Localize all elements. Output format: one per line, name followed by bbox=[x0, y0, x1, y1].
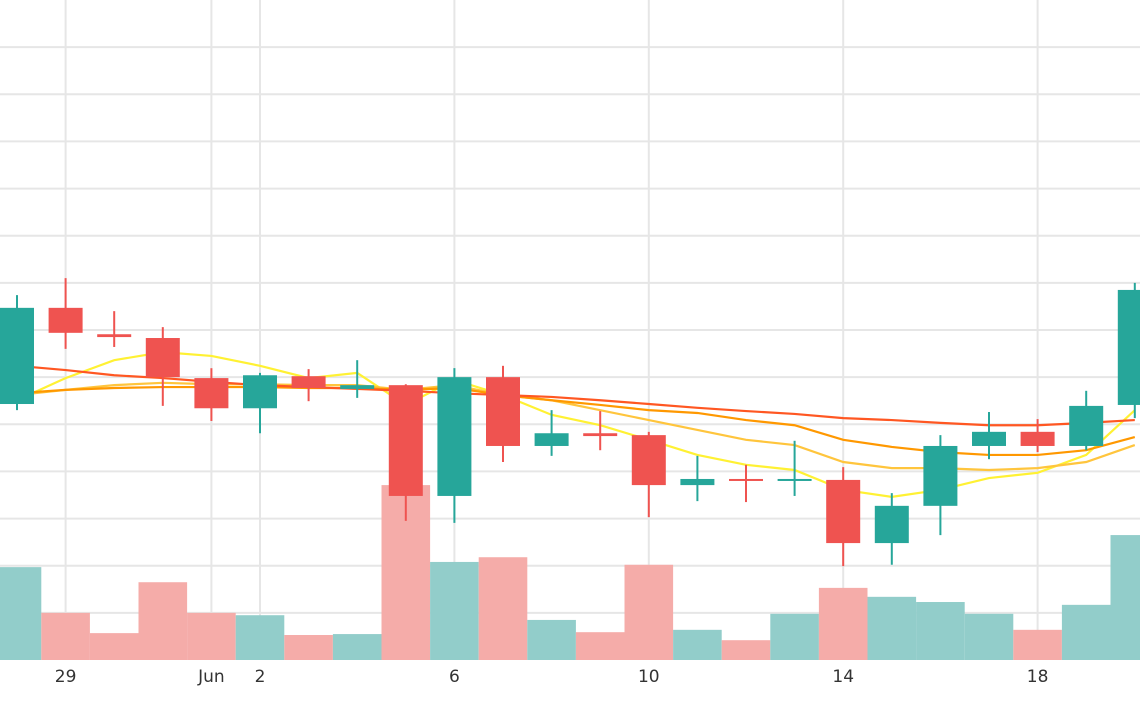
candle-body bbox=[583, 433, 618, 437]
candle-body bbox=[0, 307, 34, 405]
volume-bar bbox=[916, 602, 965, 660]
volume-bar bbox=[624, 564, 674, 660]
x-tick-label: Jun bbox=[197, 667, 225, 687]
moving-average bbox=[16, 381, 1136, 472]
volume-bar bbox=[1061, 604, 1111, 660]
volume-bar bbox=[235, 615, 285, 660]
volume-bar bbox=[0, 567, 42, 660]
volume-bar bbox=[964, 613, 1014, 660]
candle-body bbox=[437, 377, 472, 496]
volume-bar bbox=[89, 633, 139, 660]
x-tick-label: 2 bbox=[255, 667, 266, 687]
x-tick-label: 18 bbox=[1027, 667, 1049, 687]
candle-body bbox=[145, 338, 180, 378]
candle-body bbox=[97, 334, 132, 338]
candle-body bbox=[680, 478, 715, 486]
candle-body bbox=[48, 307, 83, 333]
x-tick-label: 29 bbox=[55, 667, 77, 687]
volume-bar bbox=[527, 619, 576, 660]
volume-bar bbox=[867, 596, 917, 660]
candle-body bbox=[486, 377, 520, 446]
candle-body bbox=[729, 478, 763, 481]
candle-body bbox=[923, 445, 958, 506]
volume-bar bbox=[478, 557, 528, 660]
volume-bar bbox=[818, 587, 868, 660]
candle-body bbox=[1020, 431, 1055, 446]
volume-bar bbox=[770, 613, 819, 660]
x-tick-label: 10 bbox=[638, 667, 660, 687]
candle-body bbox=[1117, 289, 1140, 405]
candle-body bbox=[340, 385, 375, 389]
volume-bar bbox=[284, 635, 333, 660]
candle-body bbox=[388, 385, 423, 496]
candle-body bbox=[972, 431, 1006, 446]
x-tick-label: 14 bbox=[832, 667, 854, 687]
moving-average bbox=[16, 364, 1135, 427]
volume-bar bbox=[1013, 629, 1062, 660]
candle-body bbox=[777, 478, 812, 481]
candle-body bbox=[631, 435, 666, 486]
volume-bar bbox=[1110, 535, 1140, 660]
candle-body bbox=[826, 479, 861, 544]
candle-body bbox=[874, 505, 909, 544]
x-tick-label: 6 bbox=[449, 667, 460, 687]
candle-body bbox=[194, 378, 229, 409]
volume-bar bbox=[187, 612, 236, 660]
volume-bar bbox=[575, 632, 625, 660]
candle-body bbox=[534, 433, 569, 446]
candle-body bbox=[243, 375, 277, 409]
volume-bar bbox=[332, 634, 382, 660]
candle-body bbox=[1069, 405, 1104, 446]
volume-bar bbox=[673, 629, 722, 660]
volume-bar bbox=[721, 640, 771, 660]
volume-bar bbox=[430, 561, 479, 660]
candle-body bbox=[291, 376, 326, 388]
volume-bar bbox=[41, 612, 90, 660]
volume-bar bbox=[138, 582, 188, 660]
